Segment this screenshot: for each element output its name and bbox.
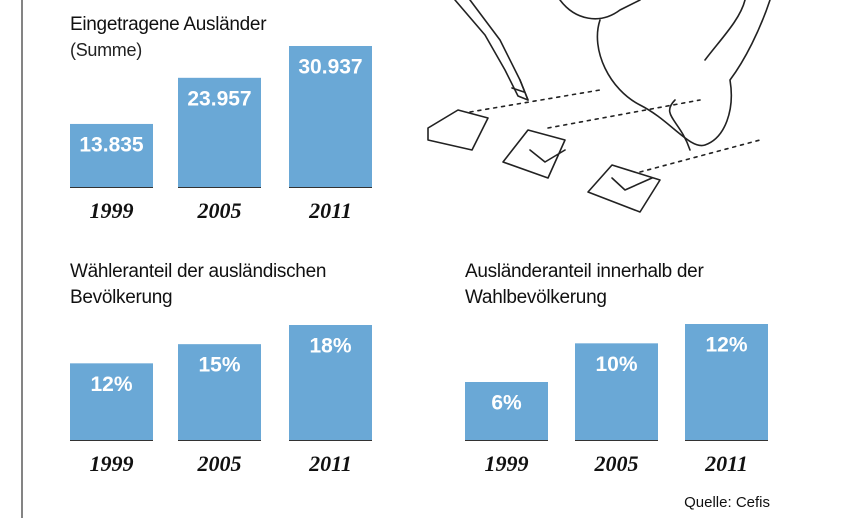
chart-title: Wähleranteil der ausländischen Bevölkeru… (70, 259, 390, 311)
x-tick-label: 1999 (485, 451, 529, 476)
x-tick-label: 2005 (594, 451, 639, 476)
chart-subtitle: (Summe) (70, 40, 142, 61)
value-label: 13.835 (79, 133, 144, 156)
x-tick-label: 2005 (197, 198, 242, 223)
x-tick-label: 2011 (308, 451, 352, 476)
illustration (428, 0, 770, 212)
infographic: 13.835 1999 23.957 2005 30.937 2011 12% 1999 15%… (0, 0, 846, 518)
value-label: 23.957 (187, 87, 251, 110)
x-tick-label: 2011 (308, 198, 352, 223)
x-tick-label: 2005 (197, 451, 242, 476)
x-tick-label: 1999 (90, 198, 134, 223)
chart-title: Ausländeranteil innerhalb der Wahlbevölk… (465, 259, 785, 311)
chart-title: Eingetragene Ausländer (70, 12, 370, 38)
value-label: 15% (198, 354, 240, 377)
value-label: 6% (491, 392, 522, 415)
value-label: 30.937 (298, 56, 362, 79)
x-tick-label: 2011 (704, 451, 748, 476)
value-label: 12% (90, 373, 132, 396)
value-label: 18% (309, 335, 351, 358)
source-note: Quelle: Cefis (684, 494, 770, 511)
value-label: 12% (705, 334, 747, 357)
value-label: 10% (595, 353, 637, 376)
x-tick-label: 1999 (90, 451, 134, 476)
